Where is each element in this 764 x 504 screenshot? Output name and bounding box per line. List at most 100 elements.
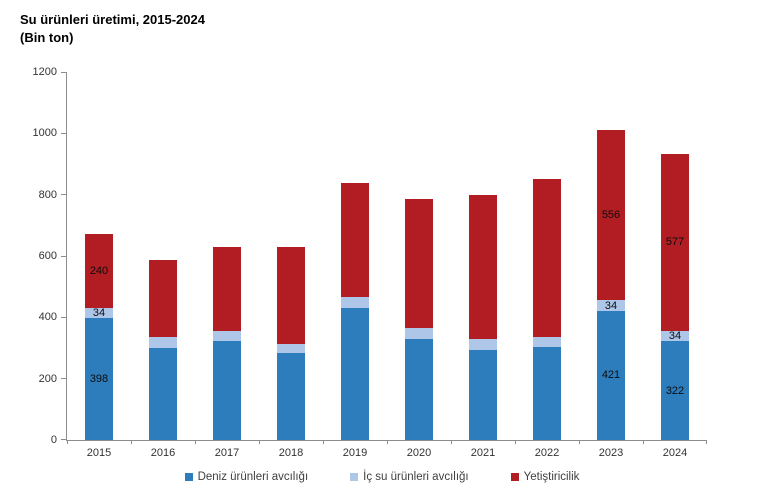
- value-label: 398: [89, 372, 109, 385]
- bar-segment: [213, 331, 241, 342]
- x-axis-tick: [579, 440, 580, 444]
- bar-segment: [341, 307, 369, 440]
- bar-segment: [533, 337, 561, 348]
- y-axis-label: 600: [38, 250, 57, 262]
- category-2020: 2020: [387, 72, 451, 459]
- y-axis-label: 0: [50, 434, 57, 446]
- bar-2023: 421 34 556: [597, 129, 625, 440]
- bar-segment: [277, 343, 305, 353]
- bar-segment: [405, 338, 433, 440]
- value-label: 34: [92, 306, 106, 319]
- value-label: 577: [665, 236, 685, 249]
- value-label: 240: [89, 264, 109, 277]
- bar-segment: [405, 199, 433, 329]
- y-axis-label: 800: [38, 188, 57, 201]
- x-axis-label-2018: 2018: [278, 447, 304, 459]
- x-axis-label-2020: 2020: [406, 447, 432, 459]
- y-axis-tick: [61, 71, 66, 73]
- x-axis-tick: [643, 440, 644, 444]
- bar-2018: [277, 247, 305, 440]
- bar-segment: [149, 347, 177, 440]
- bar-segment: 398: [85, 317, 113, 440]
- x-axis-tick: [131, 440, 132, 444]
- value-label: 556: [601, 209, 621, 222]
- bar-2024: 322 34 577: [661, 153, 689, 440]
- y-axis-tick: [61, 255, 66, 257]
- x-axis-label-2023: 2023: [598, 447, 624, 459]
- value-label: 34: [668, 330, 682, 343]
- x-axis-tick: [515, 440, 516, 444]
- legend-item: Deniz ürünleri avcılığı: [184, 471, 309, 483]
- y-axis-label: 1000: [32, 127, 57, 140]
- legend-label: Yetiştiricilik: [523, 471, 580, 483]
- bar-2016: [149, 259, 177, 440]
- category-2018: 2018: [259, 72, 323, 459]
- category-2024: 322 34 577 2024: [643, 72, 707, 459]
- bar-segment: [149, 259, 177, 338]
- value-label: 421: [601, 369, 621, 382]
- bar-segment: [469, 339, 497, 350]
- x-axis-tick: [451, 440, 452, 444]
- bar-segment: [213, 246, 241, 332]
- bar-segment: 577: [661, 153, 689, 331]
- chart-unit-label: (Bin ton): [20, 30, 74, 45]
- x-axis-label-2016: 2016: [150, 447, 176, 459]
- legend-label: İç su ürünleri avcılığı: [363, 471, 469, 483]
- bar-2015: 398 34 240: [85, 233, 113, 440]
- y-axis-label: 400: [38, 311, 57, 324]
- y-axis-tick: [61, 194, 66, 196]
- legend-label: Deniz ürünleri avcılığı: [197, 471, 309, 483]
- category-2023: 421 34 556 2023: [579, 72, 643, 459]
- x-axis-label-2017: 2017: [214, 447, 240, 459]
- category-2022: 2022: [515, 72, 579, 459]
- legend-swatch-icon: [510, 473, 519, 481]
- bar-segment: [533, 347, 561, 440]
- category-2017: 2017: [195, 72, 259, 459]
- legend-item: İç su ürünleri avcılığı: [350, 471, 469, 483]
- bar-segment: 34: [85, 306, 113, 319]
- bar-segment: [149, 337, 177, 348]
- bar-2022: [533, 179, 561, 440]
- bar-segment: 556: [597, 129, 625, 301]
- x-axis-tick: [67, 440, 68, 444]
- category-2016: 2016: [131, 72, 195, 459]
- value-label: 34: [604, 299, 618, 312]
- x-axis-label-2015: 2015: [86, 447, 112, 459]
- bar-segment: [469, 349, 497, 440]
- x-axis-tick: [259, 440, 260, 444]
- plot-area: 0 200 400 600 800 1000 1200 398 34 240 2015 2016 201…: [33, 66, 707, 459]
- bar-segment: 34: [661, 330, 689, 343]
- chart-title: Su ürünleri üretimi, 2015-2024: [20, 12, 205, 27]
- x-axis-tick: [323, 440, 324, 444]
- bar-segment: 322: [661, 341, 689, 440]
- value-label: 322: [665, 384, 685, 397]
- legend: Deniz ürünleri avcılığı İç su ürünleri av…: [0, 471, 764, 483]
- bar-segment: 34: [597, 299, 625, 312]
- category-2019: 2019: [323, 72, 387, 459]
- bar-2019: [341, 183, 369, 440]
- bar-segment: [213, 341, 241, 440]
- bar-segment: 240: [85, 233, 113, 308]
- x-axis-label-2019: 2019: [342, 447, 368, 459]
- bar-segment: [341, 183, 369, 298]
- y-axis-label: 1200: [32, 66, 57, 78]
- bar-segment: [533, 179, 561, 338]
- y-axis-tick: [61, 439, 66, 440]
- bar-2021: [469, 194, 497, 440]
- x-axis-label-2022: 2022: [534, 447, 560, 459]
- legend-swatch-icon: [350, 473, 359, 481]
- category-2015: 398 34 240 2015: [67, 72, 131, 459]
- x-axis-tick: [195, 440, 196, 444]
- y-axis-tick: [61, 316, 66, 318]
- bar-2020: [405, 199, 433, 440]
- legend-swatch-icon: [184, 473, 193, 481]
- y-axis-tick: [61, 132, 66, 134]
- legend-item: Yetiştiricilik: [510, 471, 580, 483]
- bar-segment: 421: [597, 310, 625, 440]
- y-axis-label: 200: [38, 372, 57, 385]
- bar-segment: [469, 194, 497, 340]
- x-axis-label-2024: 2024: [662, 447, 688, 459]
- x-axis-tick: [387, 440, 388, 444]
- x-axis-tick: [706, 440, 707, 444]
